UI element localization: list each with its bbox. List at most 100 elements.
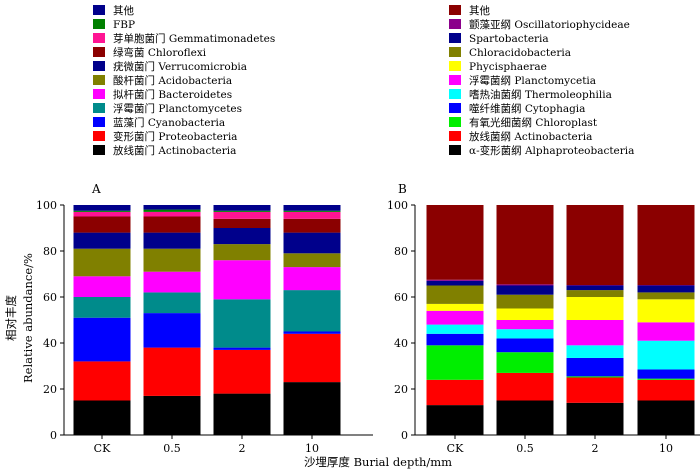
bar-segment	[637, 378, 695, 380]
bar-segment	[283, 205, 341, 211]
legend-label: 放线菌纲 Actinobacteria	[469, 130, 592, 143]
legend-swatch	[93, 19, 105, 29]
legend-swatch	[449, 103, 461, 113]
legend-label: 其他	[113, 4, 134, 17]
bar-segment	[143, 313, 201, 348]
bar-segment	[496, 205, 554, 285]
bar-segment	[213, 393, 271, 435]
bar-segment	[637, 340, 695, 370]
x-tick-label: 2	[592, 442, 599, 455]
legend-label: 放线菌门 Actinobacteria	[113, 144, 236, 157]
legend-label: 酸杆菌门 Acidobacteria	[113, 74, 232, 87]
y-tick-label: 60	[43, 291, 57, 304]
legend-item: FBP	[93, 19, 135, 31]
bar-segment	[496, 320, 554, 330]
bar-segment	[426, 285, 484, 304]
bar-segment	[283, 232, 341, 254]
legend-label: Chloracidobacteria	[469, 47, 571, 59]
bar-segment	[637, 379, 695, 401]
plot-panel-b: 0 20 40 60 80 100 CK 0.5 2 10	[387, 199, 700, 455]
y-tick-label: 0	[401, 429, 408, 442]
bar-segment	[283, 333, 341, 383]
legend-label: 颤藻亚纲 Oscillatoriophycideae	[469, 18, 630, 31]
bar-segment	[566, 297, 624, 320]
y-tick-label: 40	[43, 337, 57, 350]
bar-segment	[637, 400, 695, 435]
legend-label: 其他	[469, 4, 490, 17]
bar-segment	[73, 297, 131, 318]
y-tick-label: 60	[394, 291, 408, 304]
legend-swatch	[449, 131, 461, 141]
bar-segment	[426, 405, 484, 435]
bar-segment	[283, 211, 341, 219]
legend-label: 芽单胞菌门 Gemmatimonadetes	[113, 32, 275, 45]
legend-swatch	[93, 89, 105, 99]
y-axis-label-cn: 相对丰度	[4, 295, 18, 341]
bar-segment	[566, 376, 624, 378]
bar-segment	[566, 285, 624, 291]
legend-item: 放线菌纲 Actinobacteria	[449, 130, 592, 143]
bar-segment	[496, 329, 554, 339]
x-tick-label: 2	[239, 442, 246, 455]
y-axis-label: 相对丰度 Relative abundance/%	[4, 253, 35, 383]
panel-label-b: B	[398, 182, 407, 196]
legend-label: Spartobacteria	[469, 33, 549, 45]
bar-segment	[73, 276, 131, 297]
bar-segment	[283, 382, 341, 435]
bar-segment	[143, 347, 201, 396]
bar-segment	[637, 285, 695, 293]
bar-segment	[426, 279, 484, 281]
bar-segment	[426, 303, 484, 311]
legend-swatch	[449, 61, 461, 71]
bar-segment	[566, 402, 624, 435]
bar-segment	[73, 400, 131, 435]
legend-label: 变形菌门 Proteobacteria	[113, 130, 237, 143]
bar-segment	[426, 324, 484, 334]
legend-swatch	[93, 117, 105, 127]
bar-segment	[143, 395, 201, 435]
legend-swatch	[93, 75, 105, 85]
bar-segment	[426, 310, 484, 325]
bar-segment	[73, 361, 131, 401]
legend-label: FBP	[113, 19, 135, 31]
bar-segment	[73, 232, 131, 249]
legend-item: Phycisphaerae	[449, 61, 547, 73]
legend-swatch	[449, 5, 461, 15]
bar-segment	[496, 294, 554, 309]
legend-label: 噬纤维菌纲 Cytophagia	[469, 102, 585, 115]
legend-swatch	[449, 89, 461, 99]
bar-segment	[73, 317, 131, 362]
bar-segment	[637, 205, 695, 286]
bar-segment	[566, 345, 624, 358]
legend-item: Spartobacteria	[449, 33, 549, 45]
legend-swatch	[449, 117, 461, 127]
bar-segment	[496, 400, 554, 435]
bar-segment	[566, 377, 624, 403]
plot-panel-a: 0 20 40 60 80 100 CK 0.5 2 10	[36, 199, 373, 455]
bar-segment	[283, 253, 341, 268]
y-tick-label: 80	[394, 245, 408, 258]
bar-segment	[496, 285, 554, 295]
legend-label: 有氧光细菌纲 Chloroplast	[469, 116, 598, 129]
bar-segment	[213, 299, 271, 348]
x-tick-label: 10	[659, 442, 673, 455]
legend-item: 其他	[93, 4, 134, 17]
legend-item: 变形菌门 Proteobacteria	[93, 130, 237, 143]
y-tick-label: 40	[394, 337, 408, 350]
legend-item: 疣微菌门 Verrucomicrobia	[93, 60, 247, 73]
legend-label: 拟杆菌门 Bacteroidetes	[113, 88, 232, 101]
legend-item: 芽单胞菌门 Gemmatimonadetes	[93, 32, 275, 45]
x-tick-label: CK	[94, 442, 111, 455]
bar-segment	[213, 349, 271, 394]
bar-segment	[426, 280, 484, 286]
panel-label-a: A	[91, 182, 101, 196]
bar-segment	[496, 308, 554, 320]
bar-segment	[637, 322, 695, 341]
bar-segment	[213, 347, 271, 350]
legend-swatch	[93, 145, 105, 155]
legend-label: α-变形菌纲 Alphaproteobacteria	[469, 144, 634, 157]
bar-segment	[426, 345, 484, 380]
